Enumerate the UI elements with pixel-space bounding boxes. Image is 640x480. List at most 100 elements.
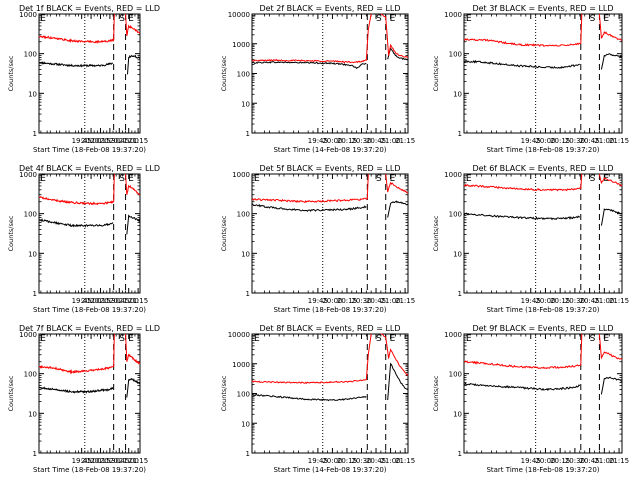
panel-title: Det 2f BLACK = Events, RED = LLD <box>259 4 400 13</box>
y-tick-label: 10 <box>453 90 462 98</box>
x-tick-label: 20:15 <box>90 457 110 465</box>
events-trace <box>39 386 114 394</box>
y-axis-label: Counts/sec <box>432 215 440 251</box>
x-tick-label: 21:15 <box>128 137 148 145</box>
x-tick-label: 20:45 <box>109 457 129 465</box>
y-tick-label: 100 <box>449 371 462 379</box>
y-tick-label: 100 <box>24 371 37 379</box>
y-tick-label: 1000 <box>19 11 37 19</box>
boundary-letter: E <box>254 174 260 184</box>
boundary-letter: S <box>119 14 125 24</box>
events-trace <box>463 382 581 392</box>
x-tick-label: 20:30 <box>351 457 371 465</box>
y-tick-label: 1 <box>458 290 462 298</box>
y-tick-label: 10 <box>28 250 37 258</box>
x-axis-label: Start Time (14-Feb-08 19:37:20) <box>273 146 386 154</box>
boundary-letter: E <box>603 334 609 344</box>
boundary-letter: E <box>40 174 46 184</box>
lld-trace <box>463 13 583 47</box>
lld-trace <box>125 173 141 196</box>
y-tick-label: 1 <box>33 130 37 138</box>
x-axis-label: Start Time (18-Feb-08 19:37:20) <box>33 306 146 314</box>
x-tick-label: 20:15 <box>337 297 357 305</box>
x-tick-label: 20:15 <box>337 137 357 145</box>
panel-title: Det 1f BLACK = Events, RED = LLD <box>19 4 160 13</box>
x-tick-label: 20:15 <box>550 457 570 465</box>
x-tick-label: 20:30 <box>565 297 585 305</box>
plot-frame <box>251 333 409 454</box>
x-tick-label: 21:15 <box>395 457 415 465</box>
x-tick-label: 21:00 <box>119 297 139 305</box>
x-tick-label: 20:00 <box>81 297 101 305</box>
x-tick-label: 20:15 <box>550 137 570 145</box>
y-tick-label: 10 <box>28 90 37 98</box>
lld-trace <box>38 173 115 206</box>
x-tick-label: 21:00 <box>594 457 614 465</box>
x-tick-label: 19:45 <box>521 297 541 305</box>
x-tick-label: 21:15 <box>395 297 415 305</box>
x-tick-label: 19:45 <box>521 457 541 465</box>
y-tick-label: 1 <box>33 450 37 458</box>
x-tick-label: 19:45 <box>72 137 92 145</box>
x-tick-label: 21:00 <box>119 457 139 465</box>
y-tick-label: 100 <box>24 51 37 59</box>
lld-trace <box>463 333 583 370</box>
y-axis-label: Counts/sec <box>220 375 228 411</box>
boundary-letter: E <box>128 14 134 24</box>
boundary-letter: E <box>390 334 396 344</box>
y-tick-label: 100 <box>237 391 250 399</box>
x-tick-label: 20:45 <box>109 137 129 145</box>
x-tick-label: 20:45 <box>366 457 386 465</box>
panel-title: Det 4f BLACK = Events, RED = LLD <box>19 164 160 173</box>
boundary-letter: S <box>590 174 596 184</box>
x-tick-label: 20:45 <box>366 137 386 145</box>
x-tick-label: 20:30 <box>100 137 120 145</box>
lld-trace <box>251 173 369 204</box>
lld-trace <box>125 13 141 37</box>
x-tick-label: 21:00 <box>380 457 400 465</box>
x-axis-label: Start Time (18-Feb-08 19:37:20) <box>33 466 146 474</box>
y-tick-label: 1000 <box>444 331 462 339</box>
x-tick-label: 20:15 <box>550 297 570 305</box>
boundary-letter: E <box>390 174 396 184</box>
y-tick-label: 1 <box>458 130 462 138</box>
y-tick-label: 1000 <box>444 171 462 179</box>
x-axis-label: Start Time (14-Feb-08 19:37:20) <box>273 466 386 474</box>
x-tick-label: 19:45 <box>308 137 328 145</box>
plot-frame <box>38 13 141 134</box>
lld-trace <box>598 333 623 360</box>
x-tick-label: 20:00 <box>322 297 342 305</box>
x-axis-label: Start Time (18-Feb-08 19:37:20) <box>486 146 599 154</box>
y-axis-label: Counts/sec <box>432 375 440 411</box>
x-tick-label: 19:45 <box>308 457 328 465</box>
plot-frame <box>463 333 623 454</box>
detector-panel-3: Det 3f BLACK = Events, RED = LLD 1 10 100 10… <box>432 4 629 154</box>
y-tick-label: 10 <box>453 410 462 418</box>
detector-panel-9: Det 9f BLACK = Events, RED = LLD 1 10 100 10… <box>432 324 629 474</box>
events-trace <box>600 53 623 70</box>
y-tick-label: 10 <box>241 100 250 108</box>
lld-trace <box>463 173 583 192</box>
x-tick-label: 21:15 <box>128 457 148 465</box>
panel-title: Det 8f BLACK = Events, RED = LLD <box>259 324 400 333</box>
lld-trace <box>251 333 372 384</box>
x-tick-label: 20:00 <box>322 457 342 465</box>
boundary-letter: S <box>376 174 382 184</box>
y-tick-label: 1000 <box>232 361 250 369</box>
events-trace <box>38 61 114 68</box>
panel-title: Det 6f BLACK = Events, RED = LLD <box>472 164 613 173</box>
events-trace <box>463 212 581 221</box>
x-tick-label: 20:30 <box>100 297 120 305</box>
x-tick-label: 21:15 <box>609 297 629 305</box>
boundary-letter: E <box>128 174 134 184</box>
x-tick-label: 20:30 <box>565 137 585 145</box>
events-trace <box>600 376 623 395</box>
y-axis-label: Counts/sec <box>7 215 15 251</box>
x-tick-label: 20:00 <box>322 137 342 145</box>
lld-trace <box>125 333 141 365</box>
x-tick-label: 20:30 <box>100 457 120 465</box>
lld-trace <box>598 13 623 41</box>
events-trace <box>600 208 623 226</box>
y-tick-label: 10000 <box>228 11 250 19</box>
